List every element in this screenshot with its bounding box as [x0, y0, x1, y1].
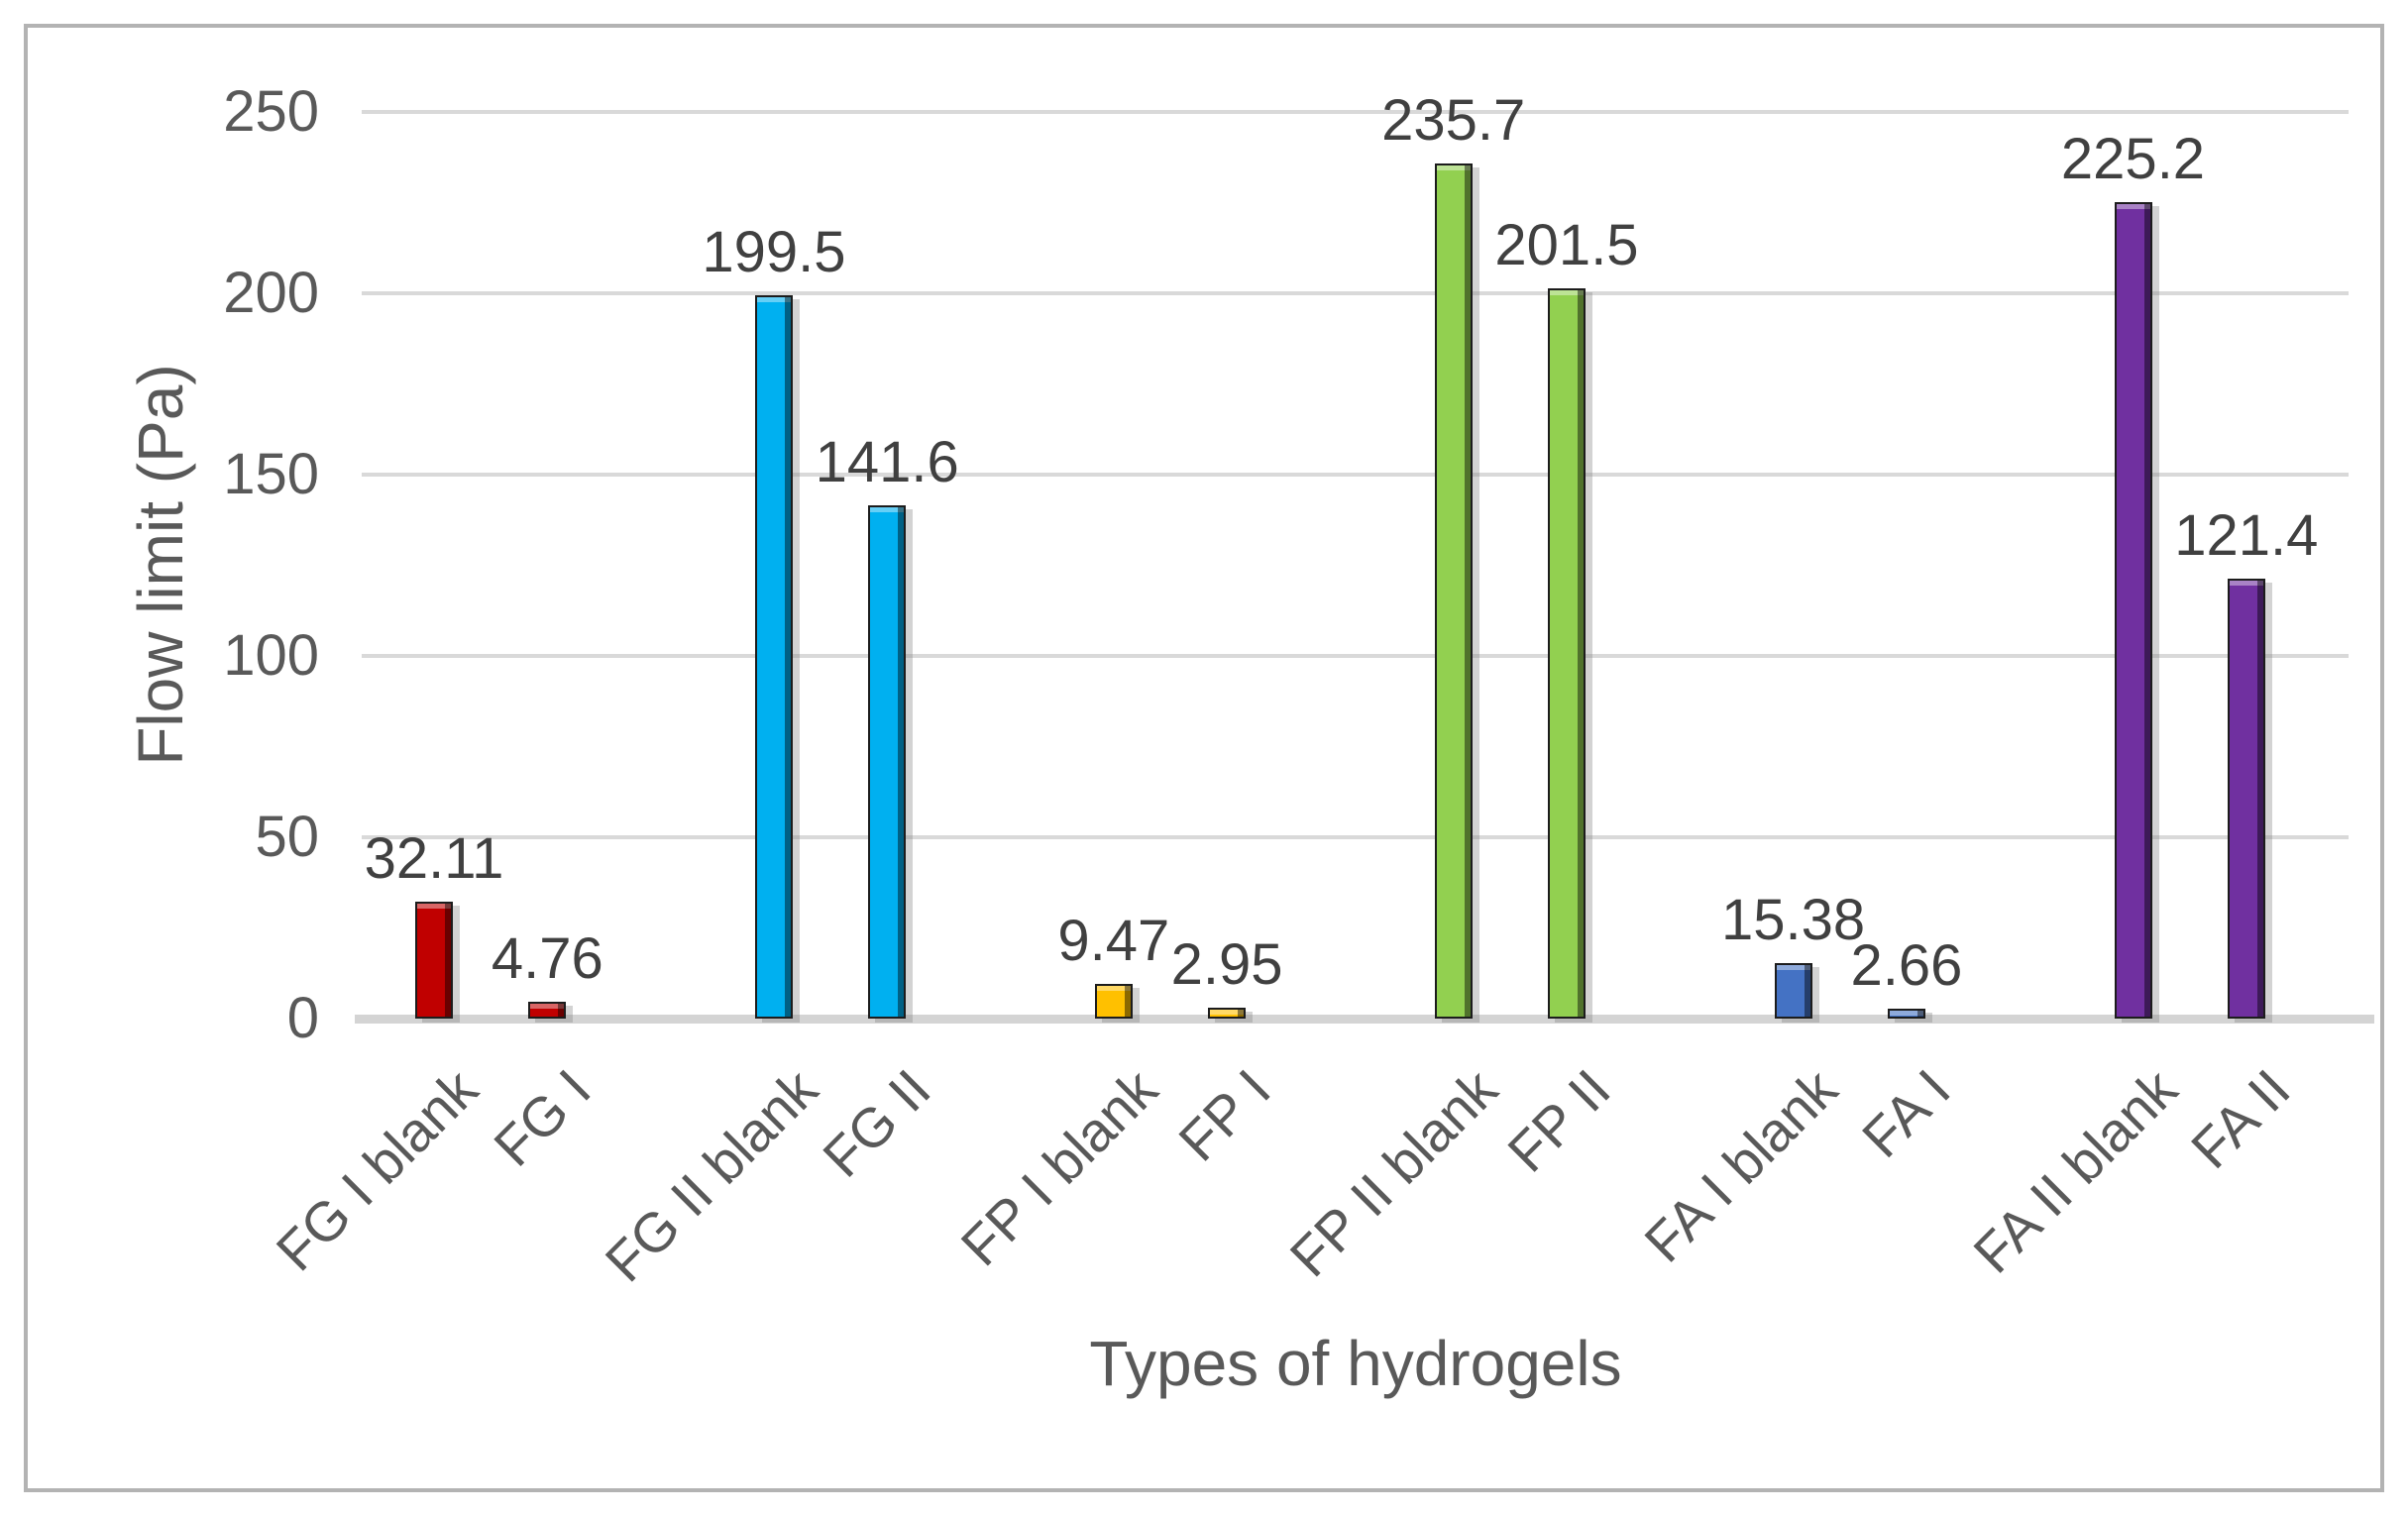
bar [868, 504, 907, 1019]
x-category-label: FG II [811, 1057, 942, 1189]
x-axis-title: Types of hydrogels [1089, 1328, 1622, 1399]
bar [528, 1001, 567, 1019]
bar-value-label: 32.11 [364, 826, 504, 892]
bar-value-label: 141.6 [815, 429, 959, 494]
bar-value-label: 199.5 [702, 219, 846, 284]
x-category-label: FP I [1166, 1057, 1282, 1173]
bar [1434, 163, 1473, 1019]
y-tick-label: 0 [286, 986, 319, 1050]
bar [1094, 984, 1133, 1019]
bar [1774, 962, 1812, 1019]
bar [2114, 201, 2152, 1019]
x-category-label: FP I blank [948, 1057, 1169, 1278]
x-category-label: FA II [2178, 1057, 2302, 1180]
y-tick-label: 150 [223, 442, 319, 506]
gridline [362, 473, 2349, 477]
x-category-label: FG I [482, 1057, 603, 1178]
bar-value-label: 4.76 [491, 925, 603, 991]
bar-value-label: 9.47 [1057, 909, 1170, 974]
bar [415, 902, 453, 1019]
y-tick-label: 50 [255, 805, 319, 869]
x-category-label: FP II blank [1277, 1057, 1509, 1289]
x-axis-line [355, 1015, 2374, 1024]
y-tick-label: 250 [223, 79, 319, 144]
y-tick-label: 200 [223, 261, 319, 325]
bar [1208, 1008, 1247, 1019]
bar-value-label: 2.66 [1850, 933, 1963, 999]
x-category-label: FA I [1849, 1057, 1962, 1169]
bar-value-label: 2.95 [1170, 932, 1283, 998]
bar [754, 294, 793, 1019]
bar-value-label: 235.7 [1381, 88, 1526, 154]
bar-value-label: 201.5 [1494, 212, 1639, 277]
bar-value-label: 121.4 [2174, 502, 2319, 568]
bar [1887, 1009, 1925, 1019]
bar [2227, 578, 2265, 1019]
y-axis-title: Flow limit (Pa) [125, 364, 196, 766]
x-category-label: FG II blank [593, 1057, 829, 1294]
x-category-label: FG I blank [264, 1057, 490, 1283]
bar-value-label: 15.38 [1721, 887, 1866, 952]
bar [1548, 287, 1586, 1019]
gridline [362, 291, 2349, 295]
gridline [362, 835, 2349, 839]
x-category-label: FA II blank [1960, 1057, 2189, 1285]
x-category-label: FA I blank [1631, 1057, 1849, 1274]
bar-value-label: 225.2 [2060, 126, 2206, 191]
y-tick-label: 100 [223, 623, 319, 688]
chart-border [24, 24, 2384, 1492]
gridline [362, 110, 2349, 114]
gridline [362, 654, 2349, 658]
x-category-label: FP II [1495, 1057, 1622, 1184]
